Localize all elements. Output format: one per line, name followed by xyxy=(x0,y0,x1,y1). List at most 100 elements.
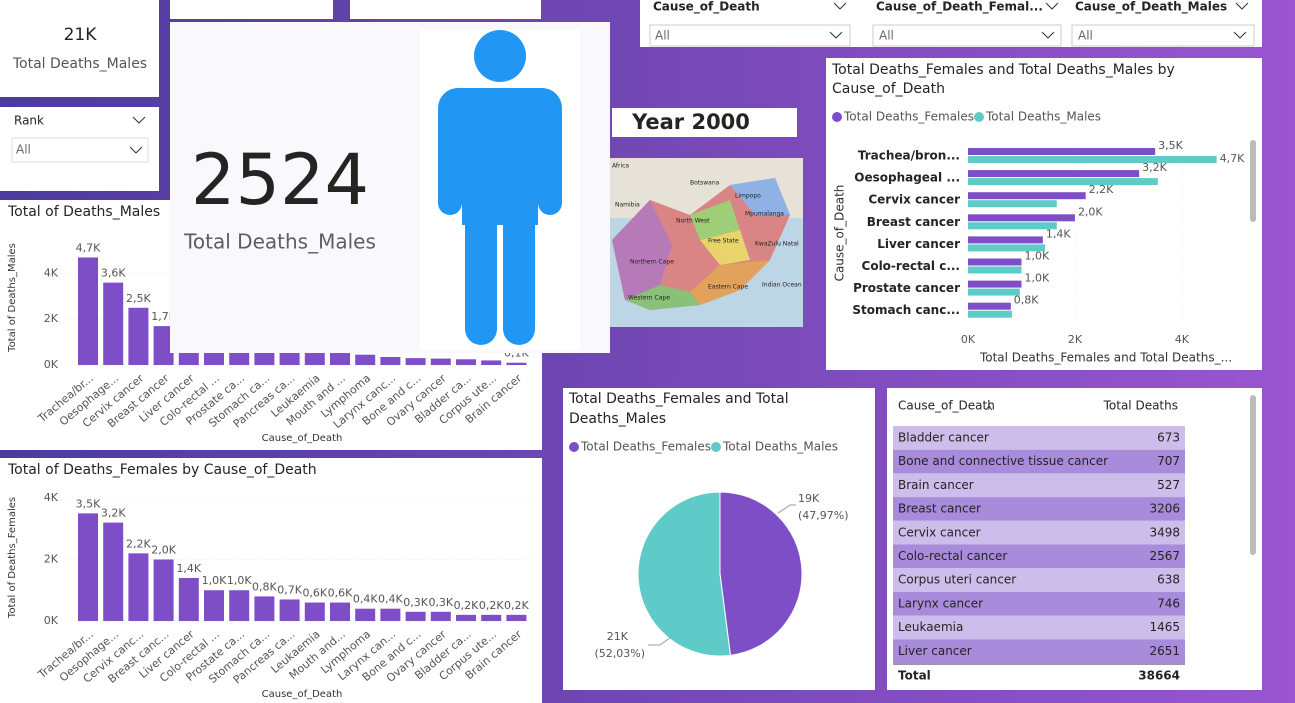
bar xyxy=(968,302,1011,310)
card-label: Total Deaths_Males xyxy=(12,56,147,72)
chevron xyxy=(1233,2,1249,39)
value-label: 0,7K xyxy=(277,583,302,596)
bar xyxy=(506,614,527,621)
legend-label: Total Deaths_Males xyxy=(985,110,1101,124)
pie-slice xyxy=(637,491,731,657)
value-label: 3,2K xyxy=(1142,161,1167,174)
bar xyxy=(968,178,1158,186)
slicer-title: Cause_of_Death xyxy=(653,0,760,15)
y-axis-label: Cause_of_Death xyxy=(833,185,847,282)
y-tick-label: 0K xyxy=(44,358,59,371)
value-label: 1,0K xyxy=(227,574,252,587)
column-header: Cause_of_Death xyxy=(898,399,995,413)
region xyxy=(625,285,700,310)
value-label: (47,97%) xyxy=(798,509,849,522)
chart: Total Deaths_Females and Total Deaths_Ma… xyxy=(831,62,1245,365)
arm xyxy=(538,100,562,215)
value-label: 0,8K xyxy=(252,580,277,593)
value-label: 4,7K xyxy=(1220,152,1245,165)
bar xyxy=(153,559,174,621)
chevron xyxy=(1041,2,1059,39)
bar xyxy=(968,214,1075,222)
y-tick-label: 4K xyxy=(44,491,59,504)
slicer: Cause_of_Death All Cause_of_Death_Femal.… xyxy=(649,0,1255,47)
person-icon xyxy=(420,30,580,350)
value-label: 1,4K xyxy=(1046,227,1071,240)
scrollbar[interactable] xyxy=(1250,140,1256,222)
value-label: 0,4K xyxy=(353,593,378,606)
dropdown[interactable] xyxy=(11,137,149,163)
bar xyxy=(380,356,401,365)
y-axis-label: Total of Deaths_Females xyxy=(7,497,18,619)
table-row xyxy=(893,615,1185,640)
map-label: Free State xyxy=(708,238,739,245)
bar xyxy=(178,577,199,621)
dropdown[interactable] xyxy=(872,24,1062,47)
bar xyxy=(78,513,98,621)
bar xyxy=(78,257,98,365)
table-row xyxy=(893,639,1185,663)
value-label: 2,0K xyxy=(151,543,176,556)
bar xyxy=(968,222,1057,230)
region xyxy=(690,260,770,305)
value-label: 1,0K xyxy=(1024,250,1049,263)
slicer-title: Rank xyxy=(14,114,44,128)
legend-label: Total Deaths_Females xyxy=(843,110,974,124)
chart-title: Total of Deaths_Females by Cause_of_Deat… xyxy=(7,462,317,478)
slicer-value: All xyxy=(655,29,670,43)
legend-marker xyxy=(832,112,842,122)
map-label: Indian Ocean xyxy=(762,282,802,289)
total-cell: Total xyxy=(898,669,931,683)
panel xyxy=(170,0,333,19)
bar xyxy=(481,360,502,365)
x-axis-label: Cause_of_Death xyxy=(262,433,343,444)
bar xyxy=(103,282,124,365)
y-axis-label: Total of Deaths_Males xyxy=(7,243,18,353)
chart-title: Cause_of_Death xyxy=(832,81,945,97)
value-label: 0,8K xyxy=(1014,294,1039,307)
cell: Cervix cancer xyxy=(898,525,981,539)
map-label: Mpumalanga xyxy=(745,211,784,218)
bar xyxy=(968,236,1043,244)
legend-label: Total Deaths_Females xyxy=(580,440,711,454)
slicer-value: All xyxy=(1078,29,1093,43)
bar xyxy=(304,602,325,621)
value-label: 3,5K xyxy=(76,497,101,510)
cell: Larynx cancer xyxy=(898,596,983,610)
table-row xyxy=(893,497,1185,521)
value-label: 3,2K xyxy=(101,507,126,520)
cell: 673 xyxy=(1157,431,1180,445)
dropdown[interactable] xyxy=(649,24,851,47)
value-label: 3,6K xyxy=(101,267,126,280)
value-label: (52,03%) xyxy=(594,647,645,660)
total-cell: 38664 xyxy=(1138,669,1180,683)
bar xyxy=(506,362,527,365)
value-label: 0,6K xyxy=(302,587,327,600)
card-value: 21K xyxy=(64,25,98,45)
value-label: 3,5K xyxy=(1158,139,1183,152)
cell: 746 xyxy=(1157,596,1180,610)
y-tick-label: 2K xyxy=(44,552,59,565)
value-label: 0,4K xyxy=(378,593,403,606)
map-label: Eastern Cape xyxy=(708,284,748,291)
region xyxy=(690,200,740,240)
legend-marker xyxy=(711,442,721,452)
bar xyxy=(254,596,275,621)
map-label: Namibia xyxy=(615,202,640,209)
cell: Leukaemia xyxy=(898,620,963,634)
x-axis-label: Total Deaths_Females and Total Deaths_..… xyxy=(979,351,1232,365)
cell: 707 xyxy=(1157,454,1180,468)
table-row xyxy=(893,591,1185,616)
region xyxy=(700,230,750,265)
x-tick-label: 4K xyxy=(1175,333,1190,346)
year-panel xyxy=(612,108,797,137)
legend-label: Total Deaths_Males xyxy=(722,440,838,454)
chart-title: Total Deaths_Females and Total Deaths_Ma… xyxy=(831,62,1175,78)
dropdown[interactable] xyxy=(1071,24,1255,47)
value-label: 0,2K xyxy=(504,599,529,612)
scrollbar[interactable] xyxy=(1250,395,1256,555)
card-value: 2524 xyxy=(191,139,369,221)
y-tick-label: Cervix cancer xyxy=(868,193,960,207)
cell: Colo-rectal cancer xyxy=(898,549,1007,563)
